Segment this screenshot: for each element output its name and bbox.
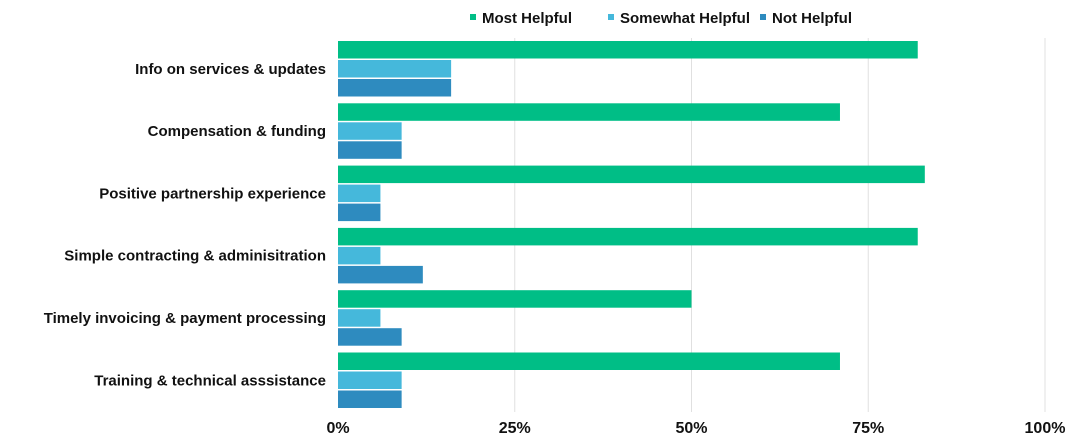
x-axis-tick-labels: 0% 25% 50% 75% 100%: [326, 420, 1065, 437]
bars: [338, 41, 925, 408]
bar-somewhat-helpful: [338, 309, 381, 327]
legend-swatch: [608, 14, 614, 20]
bar-not-helpful: [338, 203, 381, 222]
bar-not-helpful: [338, 390, 402, 408]
bar-most-helpful: [338, 165, 925, 184]
bar-not-helpful: [338, 79, 452, 97]
bar-most-helpful: [338, 103, 840, 121]
x-tick-label: 75%: [852, 420, 884, 437]
x-tick-label: 50%: [675, 420, 707, 437]
legend-label: Not Helpful: [772, 10, 852, 27]
category-label: Simple contracting & adminisitration: [64, 248, 326, 265]
legend: Most Helpful Somewhat Helpful Not Helpful: [470, 10, 852, 27]
x-tick-label: 100%: [1025, 420, 1066, 437]
bar-somewhat-helpful: [338, 246, 381, 265]
bar-most-helpful: [338, 41, 918, 59]
x-tick-label: 25%: [499, 420, 531, 437]
category-label: Training & technical asssistance: [94, 372, 326, 389]
bar-most-helpful: [338, 290, 692, 308]
bar-somewhat-helpful: [338, 60, 452, 78]
legend-swatch: [760, 14, 766, 20]
bar-not-helpful: [338, 328, 402, 346]
category-label: Info on services & updates: [135, 61, 326, 78]
bar-not-helpful: [338, 265, 423, 284]
legend-label: Somewhat Helpful: [620, 10, 750, 27]
category-label: Compensation & funding: [148, 123, 326, 140]
bar-not-helpful: [338, 141, 402, 159]
gridlines: [514, 38, 1046, 412]
category-labels: Info on services & updates Compensation &…: [44, 61, 326, 390]
bar-somewhat-helpful: [338, 184, 381, 203]
bar-somewhat-helpful: [338, 371, 402, 389]
bar-somewhat-helpful: [338, 122, 402, 140]
bar-most-helpful: [338, 352, 840, 370]
bar-most-helpful: [338, 227, 918, 246]
category-label: Positive partnership experience: [99, 185, 326, 202]
x-tick-label: 0%: [326, 420, 349, 437]
category-label: Timely invoicing & payment processing: [44, 310, 326, 327]
legend-label: Most Helpful: [482, 10, 572, 27]
legend-swatch: [470, 14, 476, 20]
